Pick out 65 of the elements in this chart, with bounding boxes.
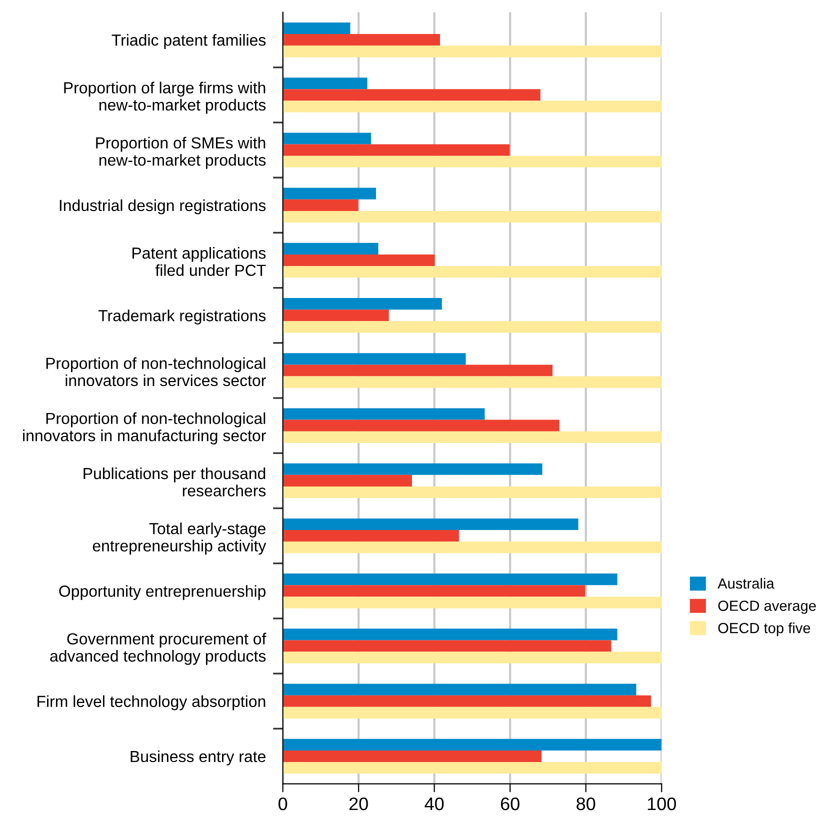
legend-label: OECD average: [718, 600, 816, 614]
bar: [282, 364, 553, 376]
bar: [282, 78, 368, 90]
y-tick-label: Opportunity entreprenuership: [59, 585, 266, 600]
bar: [282, 22, 350, 34]
bar: [282, 89, 540, 101]
bar: [282, 188, 376, 200]
y-tick-label: Business entry rate: [130, 750, 266, 766]
x-tick-label: 100: [648, 797, 676, 810]
bar: [282, 530, 459, 542]
bar: [282, 376, 662, 388]
bar: [282, 750, 542, 762]
bar: [282, 486, 662, 498]
bar: [282, 144, 510, 156]
y-tick-label: Proportion of large firms with new-to-market products: [64, 82, 266, 114]
bar: [282, 640, 612, 652]
y-tick-label: Proportion of SMEs with new-to-market products: [96, 136, 266, 169]
bar: [282, 34, 440, 46]
bar: [282, 463, 542, 475]
y-tick-label: Trademark registrations: [98, 310, 266, 324]
x-tick-label: 20: [349, 797, 368, 810]
bar: [282, 254, 435, 266]
bar: [282, 420, 560, 432]
bar: [282, 132, 372, 144]
y-tick-label: Firm level technology absorption: [38, 695, 266, 710]
x-tick-label: 40: [424, 797, 444, 810]
y-tick-label: Publications per thousand researchers: [84, 467, 266, 496]
bar: [282, 652, 662, 664]
y-tick-label: Triadic patent families: [112, 34, 266, 49]
bar: [282, 585, 586, 597]
bar: [282, 408, 485, 420]
bar: [282, 199, 358, 211]
y-tick-label: Industrial design registrations: [60, 199, 266, 214]
bar: [282, 596, 662, 608]
bar: [282, 242, 378, 254]
bar: [282, 156, 662, 168]
legend-label: Australia: [718, 578, 774, 589]
y-tick-label: Total early-stage entrepreneurship activity: [92, 522, 266, 555]
x-tick-label: 80: [576, 797, 596, 810]
x-tick-label: 0: [278, 797, 288, 810]
bar: [282, 210, 662, 223]
bar: [282, 706, 662, 718]
bar: [282, 353, 466, 365]
bar: [282, 542, 662, 554]
y-tick-label: Patent applications filed under PCT: [132, 247, 266, 276]
bar: [282, 46, 662, 58]
bar: [282, 628, 618, 640]
bar: [282, 574, 618, 586]
bar: [282, 266, 662, 278]
bar: [282, 518, 578, 530]
bar: [282, 738, 662, 750]
bar: [282, 474, 412, 486]
bar: [282, 310, 389, 322]
legend-label: OECD top five: [718, 622, 810, 636]
y-tick-label: Proportion of non-technological innovators in services sector: [46, 357, 266, 386]
bar: [282, 100, 662, 112]
bar: [282, 321, 662, 333]
bar: [282, 695, 651, 707]
bar: [282, 298, 442, 310]
x-tick-label: 60: [500, 797, 520, 810]
y-tick-label: Proportion of non-technological innovators in manufacturing sector: [23, 412, 266, 444]
bar: [282, 431, 662, 443]
y-tick-label: Government procurement of advanced technology products: [50, 632, 266, 665]
bar: [282, 762, 662, 774]
bar: [282, 684, 636, 696]
